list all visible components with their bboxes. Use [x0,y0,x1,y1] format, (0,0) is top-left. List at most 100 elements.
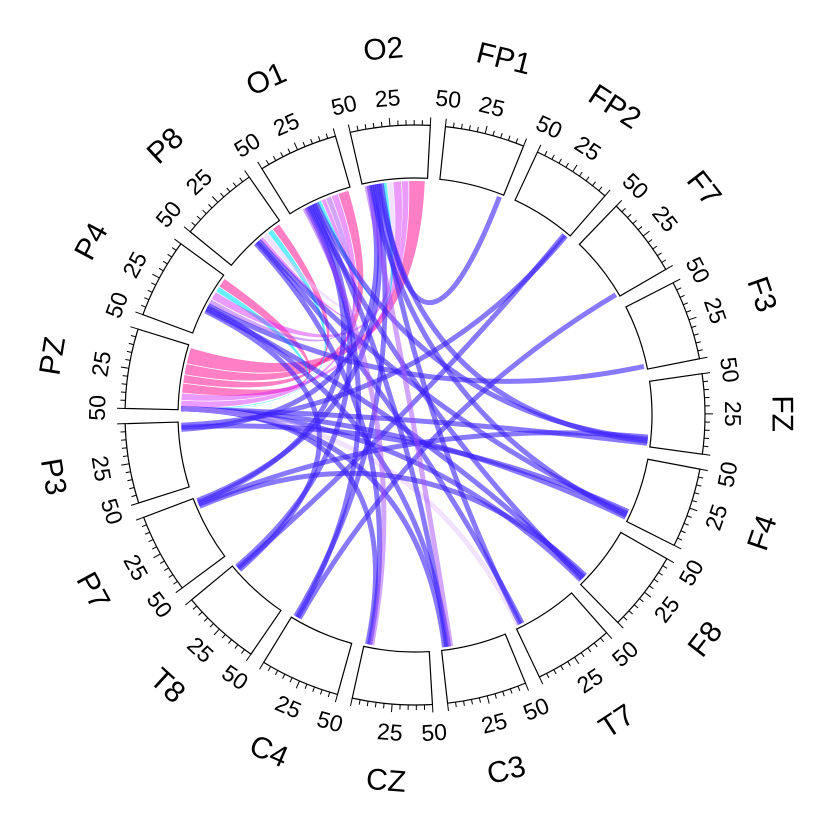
sector-o2 [349,124,431,185]
tick-p4-25 [152,273,160,279]
link-p3-o2-37 [181,185,379,432]
tick-f8-25 [644,591,652,598]
tick-label-p3-50: 50 [96,495,129,527]
sector-label-p4: P4 [68,218,114,266]
tick-label-f8-50: 50 [674,555,709,590]
tick-label-o1-25: 25 [269,107,303,141]
tick-p7-40 [168,574,174,578]
tick-label-cz-25: 25 [376,718,404,746]
sector-p7 [142,497,226,589]
tick-fp1-25 [484,125,488,134]
tick-p8-0 [244,170,250,178]
tick-p7-25 [153,553,161,559]
tick-label-c3-25: 25 [479,707,510,739]
tick-fp2-40 [551,154,555,160]
tick-t8-15 [203,617,209,622]
tick-c4-10 [274,670,279,676]
tick-label-f8-25: 25 [649,591,685,627]
tick-c3-5 [455,702,457,708]
link-p8-t7-30 [255,240,525,625]
tick-p8-25 [211,196,219,203]
tick-c4-45 [327,692,331,698]
sector-label-p7: P7 [70,567,117,615]
tick-c3-25 [486,695,490,704]
tick-fp1-10 [507,135,511,141]
tick-c3-35 [502,691,505,697]
tick-fp2-45 [544,150,548,156]
tick-f4-40 [696,484,702,487]
tick-p4-15 [162,260,168,265]
link-pz-o1-1 [184,190,364,381]
tick-fp1-45 [452,122,455,128]
sector-c4 [262,616,353,696]
tick-fp1-30 [476,126,479,132]
tick-fz-5 [703,445,709,448]
tick-label-c4-25: 25 [271,690,305,724]
tick-f3-30 [686,310,692,313]
tick-p3-40 [129,486,135,490]
tick-c4-20 [289,677,293,683]
tick-fp1-50 [444,118,447,127]
tick-f7-40 [627,213,632,218]
tick-pz-15 [126,350,132,353]
tick-p7-30 [159,560,165,564]
tick-label-f7-25: 25 [647,201,683,237]
tick-p8-45 [191,221,196,226]
tick-f7-25 [642,230,650,237]
tick-label-fp1-25: 25 [476,91,507,122]
tick-c4-30 [304,683,308,689]
tick-p7-45 [173,580,178,585]
sector-label-t8: T8 [143,662,191,710]
tick-o2-50 [347,124,351,133]
sector-p4 [142,242,225,334]
tick-fz-0 [702,453,711,456]
tick-f4-35 [694,492,700,495]
tick-p8-15 [226,187,231,193]
sector-label-f8: F8 [682,615,730,663]
tick-pz-30 [122,375,128,377]
tick-f3-5 [697,349,703,352]
tick-f4-0 [673,544,682,550]
tick-label-p8-25: 25 [181,164,217,200]
tick-p4-20 [158,267,164,272]
tick-label-f7-50: 50 [617,168,653,204]
tick-p3-45 [131,494,137,498]
link-p7-f8-40 [198,470,587,578]
tick-p7-20 [152,546,157,550]
tick-o1-0 [332,128,336,137]
tick-p7-10 [144,531,150,535]
tick-fp2-30 [565,162,569,168]
tick-pz-25 [120,366,129,369]
tick-p8-35 [202,209,207,215]
tick-p4-30 [151,282,156,286]
tick-t8-40 [234,644,239,649]
tick-label-f3-50: 50 [681,253,716,288]
tick-p4-40 [144,297,150,301]
tick-c3-15 [470,699,473,705]
tick-t8-45 [241,649,245,654]
link-pz-o1-5 [181,194,357,408]
tick-t8-0 [185,599,192,606]
tick-c3-10 [463,700,465,706]
tick-fp2-0 [604,189,611,197]
tick-f7-15 [652,245,658,250]
tick-pz-0 [130,326,139,330]
tick-o1-20 [302,141,306,147]
tick-c3-30 [494,693,497,699]
tick-p3-30 [125,471,131,474]
tick-p8-40 [196,215,202,220]
tick-f8-20 [639,598,644,603]
tick-f7-20 [647,239,653,243]
sector-t7 [515,592,608,678]
link-c3-o2-46 [364,185,454,647]
tick-p7-0 [135,516,144,521]
tick-fp2-50 [536,144,542,153]
tick-f3-25 [688,316,697,321]
tick-c4-25 [295,680,300,689]
tick-f4-20 [686,515,692,518]
sector-t8 [190,565,282,655]
tick-t7-15 [560,665,564,671]
tick-fp2-5 [598,186,603,191]
tick-t7-40 [593,642,598,648]
tick-f4-50 [699,468,708,472]
